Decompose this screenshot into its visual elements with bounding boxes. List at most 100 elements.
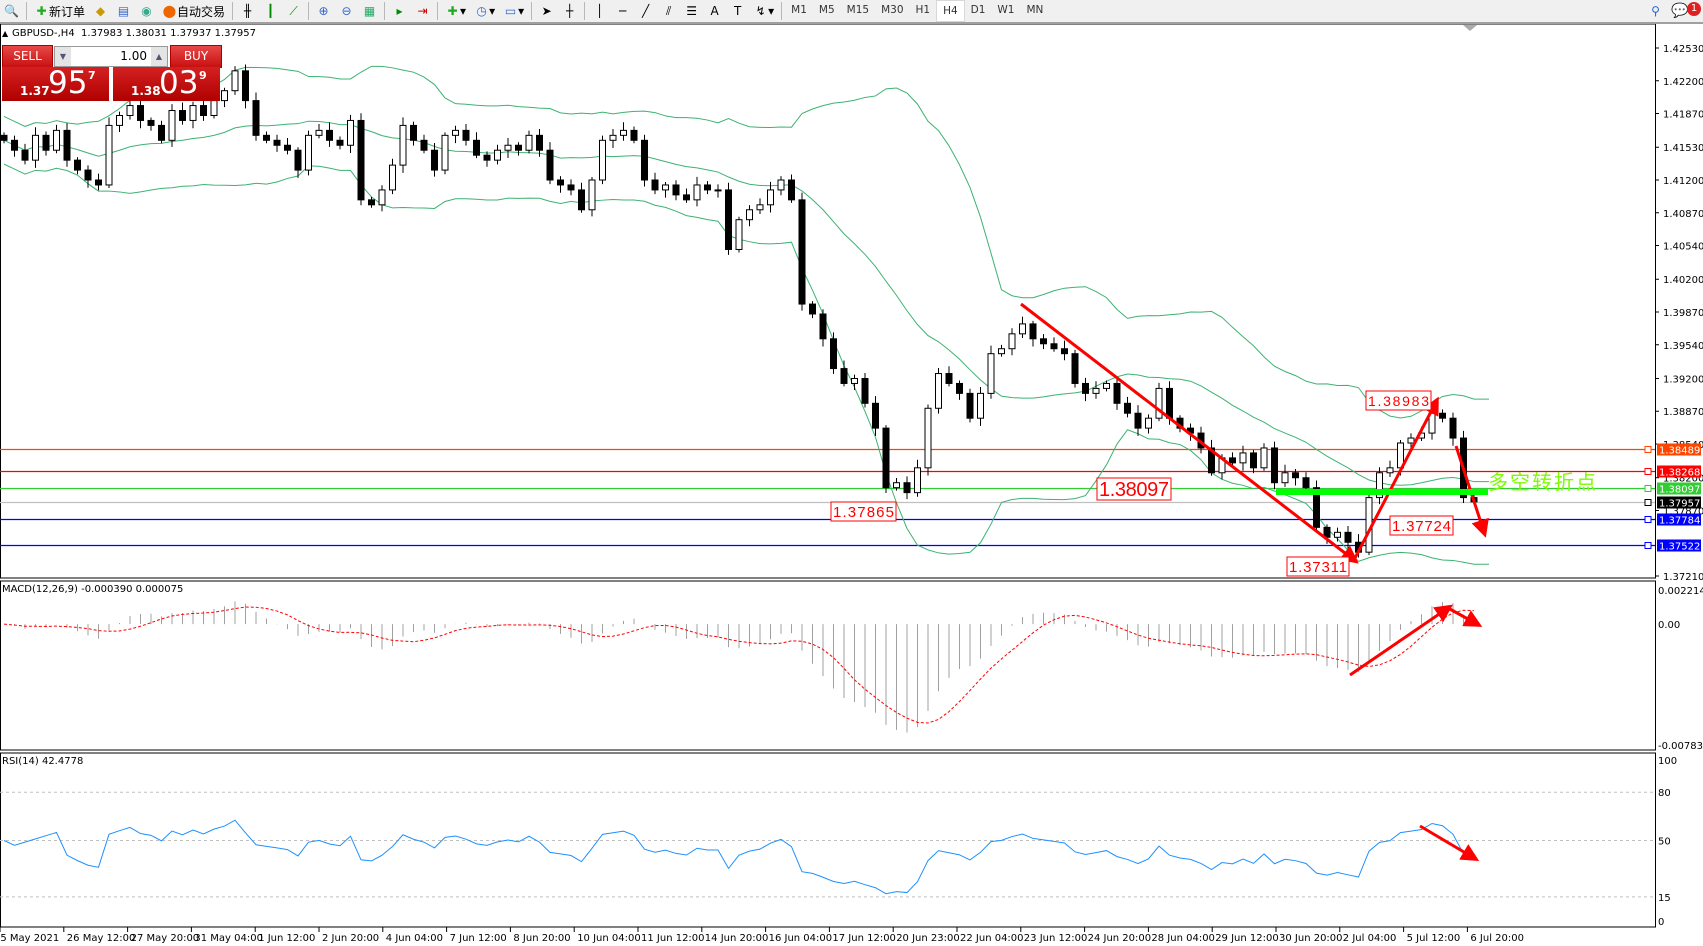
time-label: 30 Jun 20:00 (1279, 933, 1343, 944)
line-handle (1644, 499, 1652, 506)
candle-bear (1449, 417, 1457, 439)
candle-bull (53, 129, 60, 151)
signals-button[interactable]: ◉ (135, 1, 158, 21)
candle-bull (851, 377, 858, 384)
candle-bull (935, 373, 942, 409)
candle-bull (599, 139, 606, 181)
text-label-button[interactable]: T (726, 1, 749, 21)
price-tag (1657, 496, 1701, 509)
sell-quote[interactable]: 1.37 95 7 (2, 65, 109, 101)
buy-button[interactable]: BUY (170, 45, 222, 68)
time-label: 11 Jun 12:00 (641, 933, 705, 944)
price-tag-text: 1.38268 (1659, 468, 1700, 479)
arrows-button[interactable]: ↯ ▾ (749, 1, 778, 21)
timeframe-m5[interactable]: M5 (818, 4, 835, 16)
candle-bear (515, 144, 522, 151)
cursor-button[interactable]: ➤ (535, 1, 558, 21)
sell-fraction: 7 (88, 69, 96, 82)
macd-tick: 0.002214 (1658, 586, 1703, 597)
price-label-box (1389, 515, 1454, 536)
buy-quote[interactable]: 1.38 03 9 (113, 65, 220, 101)
chart-shift-button[interactable]: ⇥ (411, 1, 434, 21)
lot-increase-button[interactable]: ▲ (151, 47, 167, 66)
zoom-out-button[interactable]: ⊖ (335, 1, 358, 21)
timeframe-m1[interactable]: M1 (791, 4, 807, 16)
timeframe-m15[interactable]: M15 (846, 4, 870, 16)
candle-bear (147, 119, 155, 126)
metaeditor-button[interactable]: ◆ (89, 1, 112, 21)
candle-bear (326, 129, 333, 141)
time-label: 31 May 04:00 (194, 933, 263, 944)
text-button[interactable]: A (703, 1, 726, 21)
price-label: 1.37865 (833, 504, 894, 521)
price-tick-label: 1.42200 (1663, 77, 1703, 88)
candle-bull (315, 129, 323, 136)
time-label: 25 May 2021 (0, 933, 59, 944)
bar-chart-button[interactable]: ╫ (236, 1, 259, 21)
horizontal-line-button[interactable]: ─ (611, 1, 634, 21)
timeframe-d1[interactable]: D1 (970, 4, 986, 16)
candle-bull (777, 179, 785, 191)
timeframe-mn[interactable]: MN (1026, 4, 1044, 16)
timeframe-h1[interactable]: H1 (915, 4, 931, 16)
vertical-line-button[interactable]: │ (588, 1, 611, 21)
equidistant-channel-button[interactable]: ⫽ (657, 1, 680, 21)
time-label: 4 Jun 04:00 (386, 933, 443, 944)
price-tick-label: 1.37210 (1663, 572, 1703, 583)
candle-bear (1061, 348, 1068, 355)
sell-button[interactable]: SELL (2, 45, 53, 68)
line-chart-button[interactable]: ⟋ (282, 1, 305, 21)
search-button[interactable]: ⚲ (1644, 1, 1667, 21)
price-tick-label: 1.42530 (1663, 44, 1703, 55)
timeframe-w1[interactable]: W1 (997, 4, 1015, 16)
auto-trading-button[interactable]: ⬤ 自动交易 (158, 1, 229, 21)
signal-icon: ◉ (141, 3, 152, 18)
candle-bear (1208, 447, 1215, 474)
bollinger-middle (3, 120, 1489, 486)
candle-bear (672, 184, 680, 196)
lot-size-input[interactable]: 1.00 (120, 49, 147, 63)
candle-bear (1166, 387, 1173, 419)
price-tag (1657, 443, 1701, 456)
lot-decrease-button[interactable]: ▼ (55, 47, 71, 66)
candle-bear (1250, 452, 1257, 469)
timeframe-m30[interactable]: M30 (881, 4, 904, 16)
candle-bear (630, 129, 638, 141)
terminal-button[interactable]: ▤ (112, 1, 135, 21)
candlestick-button[interactable]: ┃ (259, 1, 282, 21)
trendline-button[interactable]: ╱ (634, 1, 657, 21)
templates-button[interactable]: ▭ ▾ (504, 3, 525, 19)
auto-scroll-icon: ▸ (396, 3, 403, 18)
zoom-in-button[interactable]: ⊕ (312, 1, 335, 21)
toolbar-magnifier-button[interactable]: 🔍 (0, 1, 23, 21)
divider (26, 2, 27, 20)
timeframe-h4[interactable]: H4 (936, 0, 965, 22)
indicators-button[interactable]: ✚ ▾ (441, 1, 470, 21)
candle-bear (252, 100, 260, 136)
crosshair-button[interactable]: ┼ (558, 1, 581, 21)
line-handle (1644, 468, 1652, 475)
tile-windows-button[interactable]: ▦ (358, 1, 381, 21)
periods-button[interactable]: ◷ ▾ (470, 1, 499, 21)
lot-size-stepper[interactable]: ▼ 1.00 ▲ (54, 46, 168, 67)
time-label: 8 Jun 20:00 (513, 933, 570, 944)
candle-bull (347, 119, 354, 146)
candle-bear (536, 134, 543, 151)
auto-scroll-button[interactable]: ▸ (388, 1, 411, 21)
fibonacci-button[interactable]: ☰ (680, 1, 703, 21)
time-label: 17 Jun 12:00 (832, 933, 896, 944)
price-label: 1.38983 (1368, 393, 1429, 409)
candle-bull (1281, 472, 1289, 484)
candle-bear (284, 144, 291, 151)
price-label: 1.37724 (1392, 518, 1451, 535)
notifications-button[interactable]: 💬 1 (1667, 1, 1703, 21)
candle-bear (725, 189, 732, 250)
rsi-tick: 0 (1658, 917, 1664, 928)
candle-bull (116, 114, 123, 126)
time-label: 28 Jun 04:00 (1151, 933, 1215, 944)
candle-bear (462, 129, 470, 141)
new-order-button[interactable]: ✚ 新订单 (30, 1, 89, 21)
candle-bear (1134, 412, 1142, 429)
